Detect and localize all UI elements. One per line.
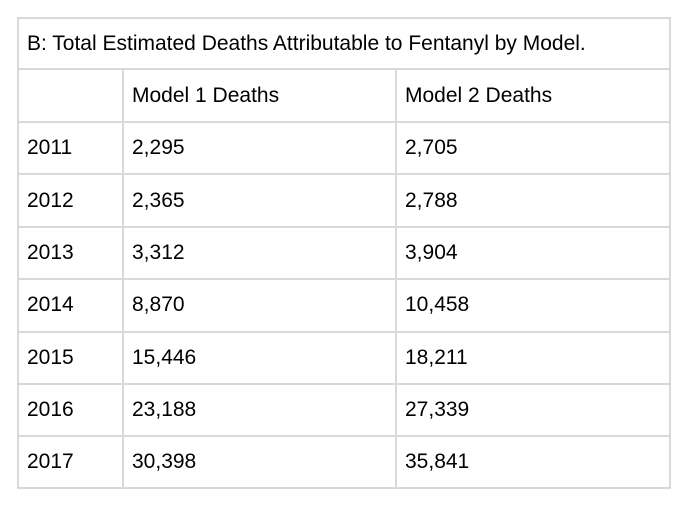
table-row: 2016 23,188 27,339 (19, 383, 669, 438)
model-1-deaths-cell: 30,398 (122, 435, 397, 487)
table-row: 2017 30,398 35,841 (19, 435, 669, 487)
year-cell: 2015 (19, 330, 124, 386)
model-2-deaths-cell: 2,705 (395, 120, 669, 176)
table-row: 2014 8,870 10,458 (19, 278, 669, 333)
model-2-deaths-cell: 27,339 (395, 383, 669, 438)
table-header-row: Model 1 Deaths Model 2 Deaths (19, 68, 669, 123)
year-cell: 2012 (19, 173, 124, 228)
table-row: 2013 3,312 3,904 (19, 225, 669, 281)
table-title-row: B: Total Estimated Deaths Attributable t… (19, 19, 669, 71)
deaths-table-container: B: Total Estimated Deaths Attributable t… (17, 17, 671, 489)
model-1-deaths-cell: 3,312 (122, 225, 397, 281)
model-2-deaths-cell: 35,841 (395, 435, 669, 487)
model-2-deaths-cell: 18,211 (395, 330, 669, 386)
year-cell: 2014 (19, 278, 124, 333)
header-model-1-deaths: Model 1 Deaths (122, 68, 397, 123)
year-cell: 2017 (19, 435, 124, 487)
table-title: B: Total Estimated Deaths Attributable t… (19, 19, 669, 71)
fentanyl-deaths-table: B: Total Estimated Deaths Attributable t… (19, 19, 669, 487)
header-year (19, 68, 124, 123)
model-1-deaths-cell: 2,365 (122, 173, 397, 228)
header-model-2-deaths: Model 2 Deaths (395, 68, 669, 123)
year-cell: 2016 (19, 383, 124, 438)
model-1-deaths-cell: 15,446 (122, 330, 397, 386)
model-2-deaths-cell: 3,904 (395, 225, 669, 281)
table-row: 2011 2,295 2,705 (19, 120, 669, 176)
year-cell: 2011 (19, 120, 124, 176)
model-2-deaths-cell: 10,458 (395, 278, 669, 333)
model-1-deaths-cell: 8,870 (122, 278, 397, 333)
model-1-deaths-cell: 23,188 (122, 383, 397, 438)
table-row: 2012 2,365 2,788 (19, 173, 669, 228)
model-2-deaths-cell: 2,788 (395, 173, 669, 228)
table-row: 2015 15,446 18,211 (19, 330, 669, 386)
model-1-deaths-cell: 2,295 (122, 120, 397, 176)
year-cell: 2013 (19, 225, 124, 281)
